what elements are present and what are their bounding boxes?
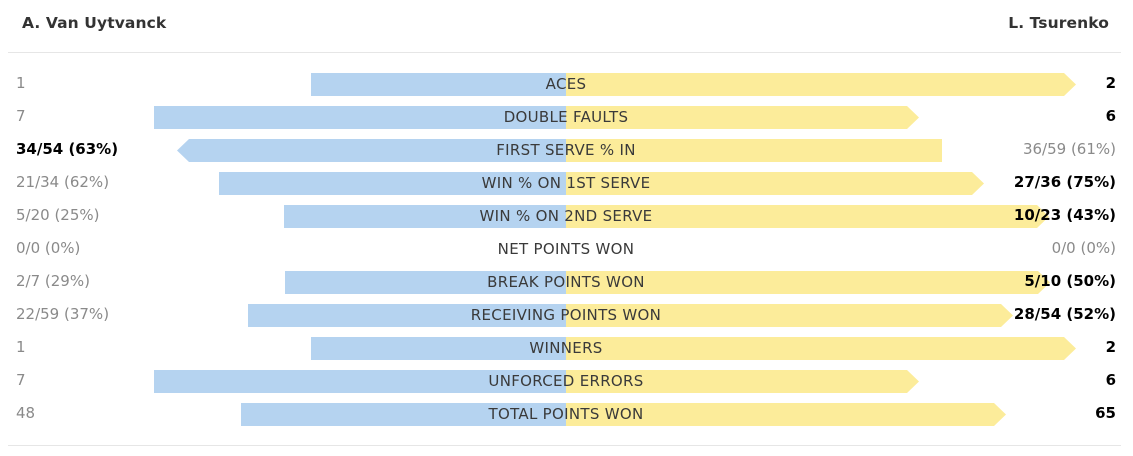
left-player-bar <box>311 73 566 96</box>
left-player-bar <box>284 205 566 228</box>
left-player-bar <box>285 271 566 294</box>
player-right-name: L. Tsurenko <box>1008 14 1109 32</box>
right-player-bar <box>566 106 919 129</box>
stat-row: 1 ACES 2 <box>0 67 1133 100</box>
stat-label: NET POINTS WON <box>497 240 635 258</box>
left-player-bar <box>177 139 566 162</box>
left-player-value: 1 <box>16 74 26 92</box>
right-player-value: 27/36 (75%) <box>1013 173 1116 191</box>
left-player-value: 7 <box>16 107 26 125</box>
right-player-value: 2 <box>1105 338 1116 356</box>
left-player-bar <box>154 370 566 393</box>
stat-row: 34/54 (63%) FIRST SERVE % IN 36/59 (61%) <box>0 133 1133 166</box>
left-player-value: 0/0 (0%) <box>16 239 81 257</box>
right-player-value: 6 <box>1105 107 1116 125</box>
stat-row: 2/7 (29%) BREAK POINTS WON 5/10 (50%) <box>0 265 1133 298</box>
left-player-value: 2/7 (29%) <box>16 272 90 290</box>
stat-row: 7 UNFORCED ERRORS 6 <box>0 364 1133 397</box>
stat-label: UNFORCED ERRORS <box>488 372 644 390</box>
right-player-bar <box>566 304 1013 327</box>
stat-row: 1 WINNERS 2 <box>0 331 1133 364</box>
stats-table: 1 ACES 2 7 DOUBLE FAULTS 6 34/54 (63%) FIRST SE… <box>0 67 1133 430</box>
right-player-bar <box>566 139 942 162</box>
stat-row: 21/34 (62%) WIN % ON 1ST SERVE 27/36 (75%) <box>0 166 1133 199</box>
player-left-name: A. Van Uytvanck <box>22 14 167 32</box>
stat-label: TOTAL POINTS WON <box>488 405 644 423</box>
right-player-bar <box>566 73 1076 96</box>
right-player-bar <box>566 172 984 195</box>
stat-row: 5/20 (25%) WIN % ON 2ND SERVE 10/23 (43%) <box>0 199 1133 232</box>
right-player-value: 0/0 (0%) <box>1051 239 1116 257</box>
left-player-bar <box>219 172 566 195</box>
left-player-value: 48 <box>16 404 36 422</box>
left-player-bar <box>311 337 566 360</box>
stat-row: 22/59 (37%) RECEIVING POINTS WON 28/54 (52… <box>0 298 1133 331</box>
stat-row: 7 DOUBLE FAULTS 6 <box>0 100 1133 133</box>
right-player-bar <box>566 403 1006 426</box>
left-player-value: 34/54 (63%) <box>16 140 119 158</box>
right-player-value: 6 <box>1105 371 1116 389</box>
right-player-value: 10/23 (43%) <box>1013 206 1116 224</box>
stat-label: DOUBLE FAULTS <box>503 108 629 126</box>
stat-label: WINNERS <box>529 339 603 357</box>
match-stats-header: A. Van Uytvanck L. Tsurenko <box>8 0 1121 53</box>
right-player-bar <box>566 337 1076 360</box>
right-player-value: 28/54 (52%) <box>1013 305 1116 323</box>
right-player-bar <box>566 271 1050 294</box>
right-player-bar <box>566 370 919 393</box>
right-player-value: 2 <box>1105 74 1116 92</box>
left-player-value: 7 <box>16 371 26 389</box>
left-player-bar <box>248 304 566 327</box>
left-player-value: 1 <box>16 338 26 356</box>
right-player-bar <box>566 205 1049 228</box>
stat-label: FIRST SERVE % IN <box>496 141 636 159</box>
stat-row: 0/0 (0%) NET POINTS WON 0/0 (0%) <box>0 232 1133 265</box>
right-player-value: 36/59 (61%) <box>1022 140 1116 158</box>
left-player-bar <box>154 106 566 129</box>
stat-label: WIN % ON 2ND SERVE <box>479 207 653 225</box>
left-player-value: 22/59 (37%) <box>16 305 110 323</box>
stat-row: 48 TOTAL POINTS WON 65 <box>0 397 1133 430</box>
stat-label: BREAK POINTS WON <box>487 273 645 291</box>
footer-divider <box>8 445 1121 446</box>
left-player-value: 5/20 (25%) <box>16 206 100 224</box>
left-player-bar <box>241 403 566 426</box>
right-player-value: 5/10 (50%) <box>1024 272 1116 290</box>
stat-label: WIN % ON 1ST SERVE <box>481 174 651 192</box>
left-player-value: 21/34 (62%) <box>16 173 110 191</box>
right-player-value: 65 <box>1095 404 1116 422</box>
stat-label: ACES <box>545 75 587 93</box>
stat-label: RECEIVING POINTS WON <box>470 306 662 324</box>
